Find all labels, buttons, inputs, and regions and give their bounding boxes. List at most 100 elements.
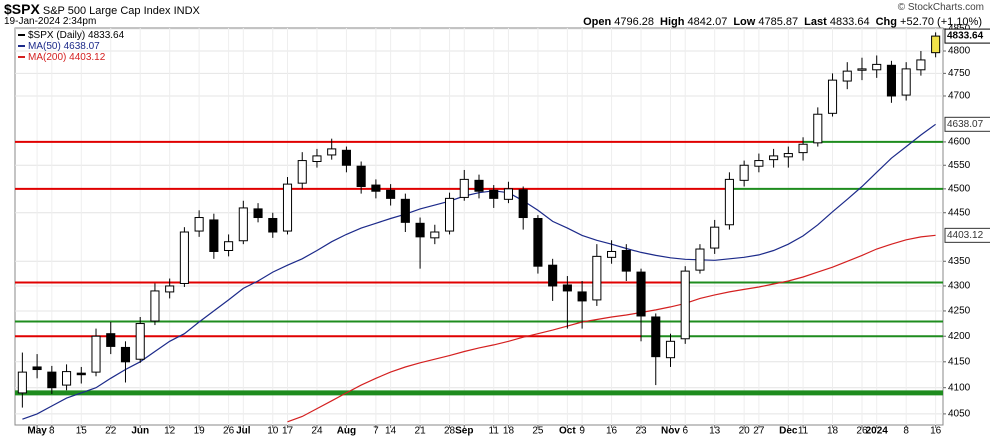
x-tick-label: 15 (76, 426, 88, 437)
legend-label: $SPX (Daily) 4833.64 (28, 30, 125, 41)
candle-body (312, 155, 322, 163)
x-tick-label: 16 (930, 426, 942, 437)
x-tick-label: 8 (903, 426, 909, 437)
candle-body (769, 155, 779, 161)
x-tick-label: 27 (753, 426, 765, 437)
candle-body (857, 68, 867, 71)
candle-body (651, 316, 661, 358)
candle-body (444, 197, 455, 232)
header-title: $SPX S&P 500 Large Cap Index INDX (4, 1, 200, 17)
x-tick-label: 24 (311, 426, 323, 437)
candle-body (386, 189, 396, 199)
candle-body (548, 264, 558, 287)
legend-value: 4638.07 (64, 41, 101, 52)
quote-label: Chg (875, 16, 897, 28)
x-tick-label: 11 (798, 426, 809, 437)
quote-value: 4833.64 (829, 16, 870, 28)
candle-body (282, 183, 293, 232)
quote-value: +52.70 (+1.10%) (900, 16, 982, 28)
y-tick-label: 4700 (948, 91, 971, 102)
candle-body (886, 64, 896, 97)
value-box (944, 227, 990, 243)
candle-body (224, 241, 234, 251)
legend-name: $SPX (Daily) (28, 30, 85, 41)
candle-body (238, 207, 248, 242)
candle-body (76, 372, 86, 376)
x-tick-label: Aug (337, 426, 356, 437)
y-tick-label: 4250 (948, 306, 971, 317)
candle-body (415, 222, 425, 238)
watermark: © StockCharts.com (897, 2, 984, 13)
x-tick-label: 28 (444, 426, 456, 437)
candle-body (400, 198, 410, 223)
candle-body (297, 160, 307, 184)
candle-body (430, 231, 440, 239)
candle-body (636, 271, 646, 317)
candle-body (798, 143, 808, 154)
index-name: S&P 500 Large Cap Index (42, 5, 171, 17)
quote-value: 4842.07 (687, 16, 728, 28)
candle-body (813, 113, 823, 144)
legend-name: MA(50) (28, 41, 61, 52)
x-tick-label: May (27, 426, 47, 437)
value-box-label: 4638.07 (947, 119, 984, 130)
candle-body (680, 270, 690, 340)
x-tick-label: 20 (739, 426, 751, 437)
x-tick-label: 26 (856, 426, 868, 437)
x-tick-label: Dec (779, 426, 798, 437)
candle-body (665, 340, 676, 359)
candle-body (356, 165, 366, 187)
x-tick-label: 18 (503, 426, 515, 437)
y-tick-label: 4150 (948, 356, 971, 367)
candle-body (827, 79, 838, 114)
x-tick-label: Jun (131, 426, 149, 437)
y-tick-label: 4300 (948, 281, 971, 292)
x-tick-label: Sep (455, 426, 473, 437)
x-tick-label: 2024 (866, 426, 889, 437)
x-tick-label: 6 (682, 426, 688, 437)
candle-body (783, 153, 793, 158)
candle-body (489, 189, 499, 199)
candle-body (327, 148, 337, 156)
candle-body (842, 70, 852, 82)
candle-body (503, 188, 514, 200)
x-tick-label: 13 (709, 426, 721, 437)
candle-body (754, 160, 764, 167)
quote: Open 4796.28 High 4842.07 Low 4785.87 Last … (577, 16, 982, 28)
quote-label: Open (583, 16, 612, 28)
x-tick-label: 25 (532, 426, 544, 437)
x-tick-label: 11 (489, 426, 500, 437)
quote-label: High (660, 16, 685, 28)
x-tick-label: Nov (661, 426, 680, 437)
x-tick-label: Jul (236, 426, 251, 437)
candle-body (253, 208, 263, 219)
candle-body (562, 284, 572, 292)
candle-body (268, 217, 278, 233)
x-tick-label: 23 (635, 426, 647, 437)
candle-body (106, 333, 116, 347)
value-box-label: 4403.12 (947, 230, 984, 241)
quote-value: 4785.87 (758, 16, 799, 28)
x-tick-label: 8 (49, 426, 55, 437)
legend-label: MA(50) 4638.07 (28, 41, 100, 52)
y-tick-label: 4350 (948, 256, 971, 267)
candle-body (695, 248, 705, 271)
x-tick-label: 19 (194, 426, 206, 437)
candle-body (179, 231, 189, 284)
y-tick-label: 4800 (948, 46, 971, 57)
x-tick-label: Oct (559, 426, 576, 437)
candle-body (931, 35, 941, 54)
x-tick-label: 9 (579, 426, 585, 437)
candle-body (341, 149, 351, 166)
ma-line (287, 234, 936, 423)
x-tick-label: 18 (827, 426, 839, 437)
y-tick-label: 4100 (948, 382, 971, 393)
y-tick-label: 4450 (948, 207, 971, 218)
candle-body (194, 217, 204, 232)
candle-body (209, 219, 219, 252)
candle-body (739, 164, 749, 181)
candle-body (901, 68, 911, 96)
x-tick-label: 7 (373, 426, 379, 437)
